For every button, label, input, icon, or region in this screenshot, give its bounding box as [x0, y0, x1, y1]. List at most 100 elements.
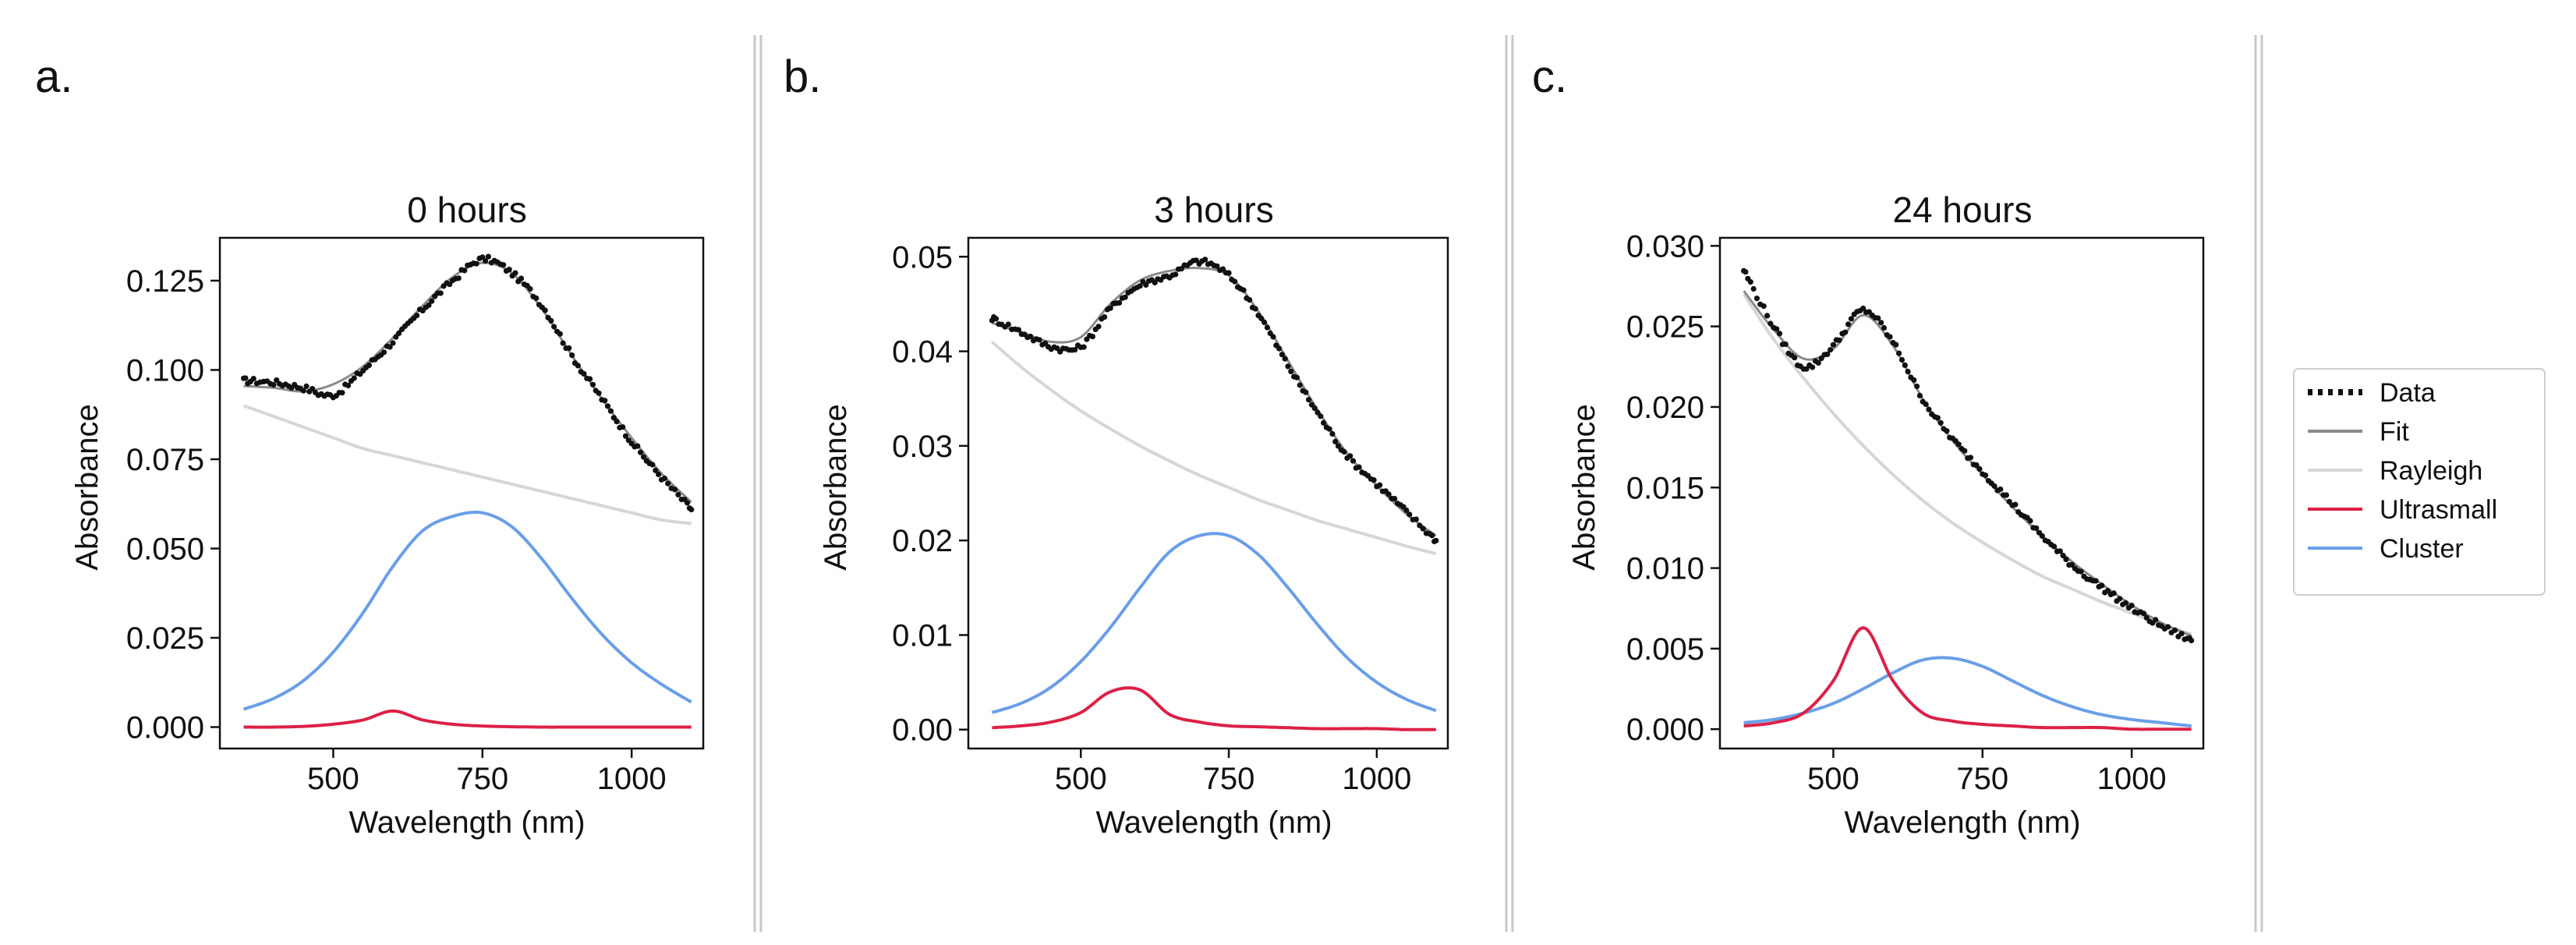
data-point: [1926, 406, 1932, 412]
y-tick-label: 0.00: [892, 713, 953, 748]
x-tick-label: 1000: [1342, 762, 1411, 796]
legend-box: [2293, 368, 2546, 596]
plot-frame: [967, 236, 1449, 750]
data-point: [366, 362, 372, 368]
data-point: [1881, 324, 1888, 331]
data-point: [1306, 397, 1312, 403]
data-point: [242, 375, 249, 381]
data-point: [1743, 269, 1749, 275]
data-point: [1089, 334, 1095, 340]
series-line-cluster: [1743, 656, 2192, 728]
data-point: [303, 383, 310, 389]
data-point: [1392, 496, 1398, 502]
legend-label-cluster: Cluster: [2380, 534, 2464, 564]
x-axis-label-c: Wavelength (nm): [1844, 805, 2080, 840]
series-line-ultrasmall: [243, 709, 692, 729]
data-point: [473, 260, 479, 267]
data-point: [1845, 321, 1852, 327]
data-point: [2060, 552, 2066, 559]
data-point: [1226, 270, 1232, 276]
data-point: [506, 267, 512, 273]
data-point: [1916, 392, 1923, 398]
data-point: [1860, 305, 1867, 312]
data-point: [661, 476, 668, 482]
data-point: [1232, 278, 1238, 285]
legend: Data Fit Rayleigh Ultrasmall Cluster: [2293, 368, 2546, 596]
data-point: [1332, 438, 1339, 445]
panel-letter-a: a.: [35, 51, 73, 102]
data-point: [1898, 356, 1905, 363]
data-point: [2039, 533, 2045, 540]
y-tick-label: 0.04: [892, 335, 953, 370]
data-point: [501, 262, 507, 268]
y-tick-label: 0.025: [1626, 310, 1704, 345]
data-point: [345, 382, 352, 389]
data-point: [1878, 320, 1884, 326]
data-point: [1792, 355, 1798, 361]
data-point: [1875, 315, 1881, 321]
data-point: [1747, 279, 1753, 285]
data-point: [587, 376, 593, 382]
data-point: [1326, 426, 1332, 432]
data-point: [437, 290, 444, 296]
data-point: [1973, 462, 1980, 469]
data-point: [551, 324, 557, 330]
data-point: [1005, 321, 1011, 327]
x-tick-label: 500: [307, 762, 359, 796]
data-point: [1311, 405, 1318, 412]
data-point: [2051, 543, 2058, 550]
data-point: [429, 298, 435, 304]
data-point: [1976, 465, 1983, 472]
chart-a: 500 750 1000 0.000 0.025 0.050 0.075 0.100 0.125: [126, 236, 705, 796]
data-point: [455, 275, 462, 281]
y-axis-label-c: Absorbance: [1567, 404, 1601, 570]
data-point: [1335, 443, 1342, 449]
data-point: [581, 370, 587, 377]
series-line-cluster: [991, 532, 1437, 714]
y-tick-label: 0.030: [1626, 229, 1704, 264]
data-point: [2111, 590, 2117, 596]
data-point: [1276, 345, 1283, 352]
data-point: [2165, 624, 2171, 630]
data-point: [566, 345, 572, 352]
data-point: [2140, 611, 2147, 617]
data-point: [1371, 477, 1377, 483]
data-point: [672, 487, 678, 493]
data-point: [596, 390, 602, 396]
y-tick-label: 0.01: [892, 618, 953, 653]
data-point: [512, 270, 518, 276]
chart-title-b: 3 hours: [1154, 189, 1273, 230]
data-point: [2069, 561, 2075, 568]
data-point: [396, 330, 402, 336]
data-point: [2063, 556, 2069, 563]
data-point: [602, 398, 608, 404]
data-point: [2057, 548, 2063, 554]
data-point: [1107, 305, 1113, 311]
panel-dividers: [753, 35, 2263, 932]
data-point: [1815, 359, 1821, 366]
data-point: [1983, 472, 1989, 479]
y-tick-label: 0.025: [126, 621, 204, 656]
legend-item-rayleigh: Rayleigh: [2308, 456, 2482, 486]
data-point: [1429, 533, 1435, 539]
legend-item-data: Data: [2308, 378, 2436, 408]
x-tick-label: 500: [1807, 762, 1859, 796]
data-point: [1803, 366, 1810, 372]
data-point: [1776, 331, 1783, 337]
data-point: [649, 462, 656, 468]
x-tick-label: 750: [1203, 762, 1255, 796]
data-point: [1782, 341, 1789, 348]
chart-b: 500 750 1000 0.00 0.01 0.02 0.03 0.04 0.05: [892, 236, 1449, 796]
data-point: [1923, 401, 1929, 408]
data-point: [560, 340, 566, 346]
data-point: [656, 471, 662, 478]
data-point: [2117, 596, 2123, 602]
series-line-ultrasmall: [992, 686, 1436, 731]
series-line-ultrasmall: [1743, 626, 2192, 731]
data-point: [1303, 389, 1309, 395]
y-tick-label: 0.020: [1626, 391, 1704, 425]
data-point: [2178, 631, 2185, 637]
data-point: [387, 344, 393, 350]
y-tick-label: 0.000: [1626, 713, 1704, 747]
series-data-points: [241, 253, 695, 513]
